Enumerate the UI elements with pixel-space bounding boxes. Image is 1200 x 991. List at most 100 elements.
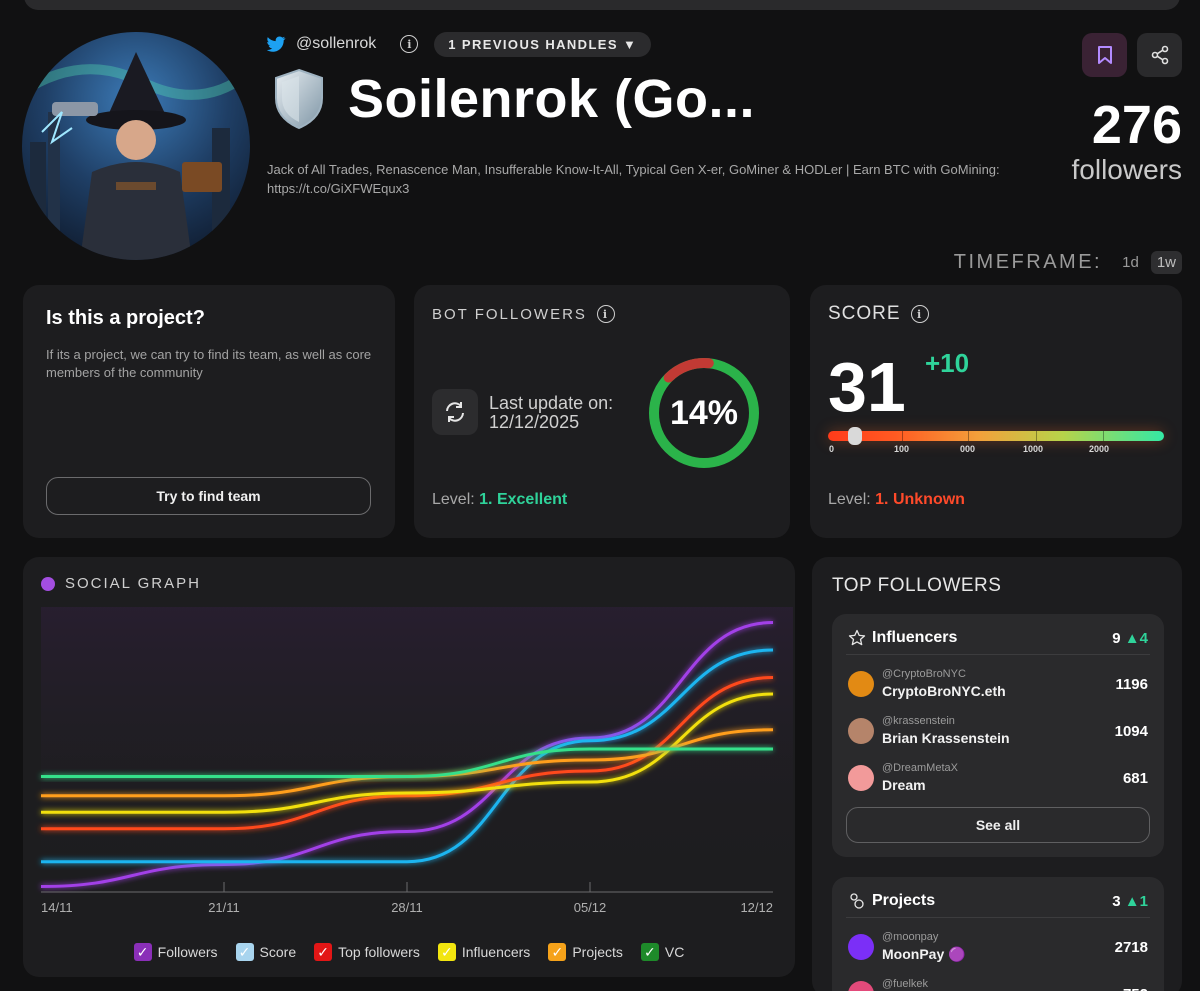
handle-row: @sollenrok i 1 PREVIOUS HANDLES ▼	[266, 31, 652, 57]
legend-item-score[interactable]: ✓ Score	[235, 943, 297, 961]
follower-row[interactable]: @krassenstein Brian Krassenstein 1094	[848, 711, 1148, 751]
legend-label: Top followers	[338, 944, 420, 960]
info-icon[interactable]: i	[910, 305, 929, 323]
followers-count: 276	[1091, 95, 1182, 155]
info-icon[interactable]: i	[400, 35, 419, 53]
see-all-button[interactable]: See all	[846, 807, 1150, 843]
follower-handle: @krassenstein	[882, 715, 955, 727]
top-search-bar[interactable]	[24, 0, 1180, 10]
profile-avatar	[22, 32, 250, 260]
top-followers-card: TOP FOLLOWERS Influencers 9 ▲4 @CryptoBr…	[812, 557, 1182, 991]
legend-item-followers[interactable]: ✓ Followers	[133, 943, 218, 961]
follower-handle: @fuelkek	[882, 978, 929, 990]
refresh-icon	[446, 402, 464, 422]
score-tick-label: 100	[894, 444, 910, 454]
score-slider-knob	[848, 427, 862, 445]
share-icon	[1151, 45, 1168, 65]
legend-label: Score	[259, 944, 297, 960]
score-level-value: 1. Unknown	[875, 491, 965, 508]
projects-panel: Projects 3 ▲1 @moonpay MoonPay 🟣 2718 @f…	[832, 877, 1164, 991]
follower-row[interactable]: @DreamMetaX Dream 681	[848, 758, 1148, 798]
project-card: Is this a project? If its a project, we …	[23, 285, 395, 538]
follower-score: 1196	[1115, 676, 1148, 693]
chart-legend: ✓ Followers ✓ Score ✓ Top followers ✓ In…	[23, 943, 795, 961]
score-tick-label: 2000	[1089, 444, 1110, 454]
series-line-influencers	[41, 692, 774, 814]
followers-label: followers	[1071, 154, 1182, 185]
bot-level-value: 1. Excellent	[479, 491, 568, 508]
follower-name: MoonPay 🟣	[882, 946, 966, 962]
influencers-header: Influencers	[848, 629, 957, 647]
checkbox-influencers[interactable]: ✓	[437, 943, 456, 961]
social-graph-dot	[41, 576, 55, 591]
follower-handle: @DreamMetaX	[882, 762, 958, 774]
bookmark-button[interactable]	[1082, 33, 1127, 77]
social-graph-card: SOCIAL GRAPH 14/11 21/11 28/11 05/12 12/12 ✓…	[23, 557, 795, 977]
legend-label: VC	[664, 944, 685, 960]
x-axis-label: 14/11	[41, 900, 73, 915]
series-line-followers	[40, 621, 774, 888]
checkbox-top-followers[interactable]: ✓	[314, 943, 333, 961]
influencers-count: 9 ▲4	[1112, 630, 1148, 647]
x-axis-label: 05/12	[574, 900, 607, 915]
influencers-count-delta: ▲4	[1124, 630, 1148, 647]
score-delta: +10	[925, 348, 970, 378]
profile-bio: Jack of All Trades, Renascence Man, Insu…	[267, 162, 1000, 196]
follower-handle: @CryptoBroNYC	[882, 668, 966, 680]
follower-score: 2718	[1114, 939, 1148, 956]
legend-item-influencers[interactable]: ✓ Influencers	[437, 943, 530, 961]
influencers-panel: Influencers 9 ▲4 @CryptoBroNYC CryptoBro…	[832, 614, 1164, 857]
bookmark-icon	[1097, 46, 1112, 64]
legend-item-projects[interactable]: ✓ Projects	[548, 943, 623, 961]
timeframe-option-1w[interactable]: 1w	[1150, 251, 1182, 274]
checkbox-projects[interactable]: ✓	[548, 943, 567, 961]
projects-header: Projects	[848, 892, 935, 910]
timeframe-option-1d[interactable]: 1d	[1122, 254, 1139, 271]
bot-percent-ring	[649, 358, 759, 468]
legend-label: Projects	[572, 944, 623, 960]
score-level-row: Level: 1. Unknown	[828, 491, 965, 509]
follower-avatar	[848, 934, 874, 960]
score-scale-tick	[968, 431, 969, 441]
score-label: SCORE	[828, 303, 901, 324]
follower-row[interactable]: @CryptoBroNYC CryptoBroNYC.eth 1196	[848, 664, 1148, 704]
follower-row[interactable]: @fuelkek 752	[848, 974, 1148, 991]
previous-handles-dropdown[interactable]: 1 PREVIOUS HANDLES ▼	[434, 31, 652, 57]
shield-icon	[275, 68, 323, 130]
x-axis-label: 28/11	[391, 900, 423, 915]
last-update-date: 12/12/2025	[489, 412, 580, 432]
refresh-button[interactable]	[432, 389, 478, 435]
profile-name: Soilenrok (Go...	[348, 69, 756, 129]
follower-name: Dream	[882, 777, 926, 793]
projects-icon	[850, 893, 864, 909]
follower-name: Brian Krassenstein	[882, 730, 1010, 746]
legend-item-vc[interactable]: ✓ VC	[640, 943, 685, 961]
checkbox-vc[interactable]: ✓	[640, 943, 659, 961]
follower-row[interactable]: @moonpay MoonPay 🟣 2718	[848, 927, 1148, 967]
influencers-title: Influencers	[872, 629, 958, 646]
projects-count: 3 ▲1	[1112, 893, 1148, 910]
star-icon	[848, 629, 866, 646]
score-tick-label: 1000	[1023, 444, 1044, 454]
follower-avatar	[848, 765, 874, 791]
top-followers-title: TOP FOLLOWERS	[832, 575, 1002, 596]
bot-percent-value: 14%	[669, 393, 739, 432]
info-icon[interactable]: i	[596, 305, 615, 323]
project-card-description: If its a project, we can try to find its…	[46, 347, 372, 380]
follower-avatar	[848, 981, 874, 991]
score-scale-tick	[902, 431, 903, 441]
projects-title: Projects	[872, 892, 936, 909]
share-button[interactable]	[1137, 33, 1182, 77]
follower-score: 752	[1123, 986, 1148, 991]
checkbox-followers[interactable]: ✓	[133, 943, 152, 961]
divider	[846, 654, 1150, 655]
bot-followers-card: BOT FOLLOWERS i Last update on: 12/12/20…	[414, 285, 790, 538]
checkbox-score[interactable]: ✓	[235, 943, 254, 961]
twitter-handle[interactable]: @sollenrok	[296, 35, 377, 52]
bot-level-label: Level:	[432, 491, 475, 508]
bot-followers-header: BOT FOLLOWERS i	[432, 305, 615, 323]
score-header: SCORE i	[828, 303, 929, 325]
find-team-button[interactable]: Try to find team	[46, 477, 371, 515]
social-graph-chart: 14/11 21/11 28/11 05/12 12/12	[40, 607, 793, 915]
legend-item-top-followers[interactable]: ✓ Top followers	[314, 943, 420, 961]
